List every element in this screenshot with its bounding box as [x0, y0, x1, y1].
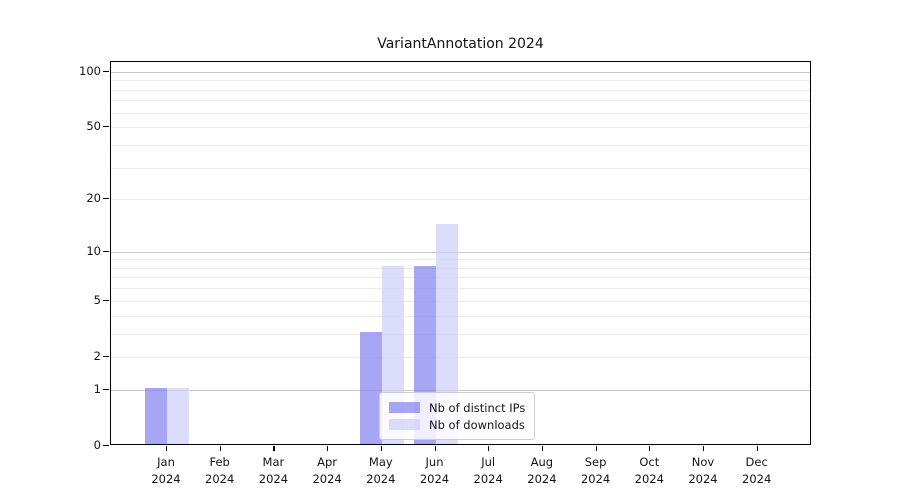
minor-gridline-5 — [111, 300, 810, 302]
major-gridline-10 — [111, 251, 810, 253]
x-tick-dec — [756, 446, 758, 451]
legend-label-distinct-ips: Nb of distinct IPs — [429, 400, 526, 415]
minor-gridline-6 — [111, 288, 810, 290]
y-tick-label-5: 5 — [93, 292, 101, 307]
minor-gridline-80 — [111, 89, 810, 91]
y-tick-20 — [103, 198, 109, 200]
minor-gridline-40 — [111, 144, 810, 146]
y-tick-label-10: 10 — [86, 243, 101, 258]
y-tick-label-1: 1 — [93, 381, 101, 396]
x-tick-label-nov: Nov 2024 — [688, 455, 718, 486]
legend: Nb of distinct IPs Nb of downloads — [379, 392, 536, 440]
minor-gridline-3 — [111, 333, 810, 335]
minor-gridline-50 — [111, 127, 810, 129]
x-tick-label-jul: Jul 2024 — [473, 455, 503, 486]
y-tick-100 — [103, 70, 109, 72]
bar-jan-downloads — [167, 387, 189, 444]
y-tick-label-100: 100 — [79, 63, 101, 78]
minor-gridline-90 — [111, 80, 810, 82]
minor-gridline-4 — [111, 315, 810, 317]
x-tick-label-apr: Apr 2024 — [312, 455, 342, 486]
x-tick-jun — [434, 446, 436, 451]
x-tick-label-dec: Dec 2024 — [742, 455, 772, 486]
x-tick-label-mar: Mar 2024 — [258, 455, 289, 486]
x-tick-mar — [273, 446, 275, 451]
y-tick-label-50: 50 — [86, 119, 101, 134]
minor-gridline-30 — [111, 167, 810, 169]
legend-swatch-downloads — [389, 419, 420, 430]
y-tick-2 — [103, 355, 109, 358]
x-tick-label-jun: Jun 2024 — [419, 455, 450, 486]
y-tick-label-0: 0 — [93, 438, 101, 452]
bar-jan-distinct-ips — [145, 387, 167, 444]
x-tick-label-feb: Feb 2024 — [205, 455, 235, 486]
y-tick-0 — [103, 445, 109, 447]
x-tick-apr — [327, 446, 329, 451]
x-tick-sep — [595, 446, 597, 451]
x-tick-may — [380, 446, 382, 451]
y-tick-10 — [103, 250, 109, 252]
major-gridline-1 — [111, 389, 810, 391]
y-tick-1 — [103, 388, 109, 390]
x-tick-label-oct: Oct 2024 — [634, 455, 664, 486]
bar-may-distinct-ips — [359, 331, 382, 444]
minor-gridline-70 — [111, 100, 810, 102]
x-tick-aug — [541, 446, 544, 451]
x-tick-label-aug: Aug 2024 — [527, 455, 557, 486]
major-gridline-100 — [111, 71, 810, 73]
legend-entry-downloads: Nb of downloads — [389, 416, 525, 433]
x-tick-feb — [219, 446, 221, 451]
x-tick-nov — [703, 446, 705, 451]
y-tick-label-2: 2 — [93, 348, 101, 363]
x-tick-oct — [649, 446, 651, 451]
chart-title: VariantAnnotation 2024 — [377, 36, 544, 52]
legend-swatch-distinct-ips — [389, 402, 420, 413]
minor-gridline-20 — [111, 199, 810, 201]
x-tick-label-sep: Sep 2024 — [580, 455, 611, 486]
y-tick-50 — [103, 126, 109, 128]
x-tick-label-jan: Jan 2024 — [151, 455, 181, 486]
x-tick-jan — [166, 446, 168, 451]
y-tick-5 — [103, 299, 109, 301]
legend-label-downloads: Nb of downloads — [429, 417, 525, 432]
x-tick-jul — [488, 446, 490, 451]
minor-gridline-8 — [111, 267, 810, 269]
bar-jun-downloads — [435, 224, 458, 444]
legend-entry-distinct-ips: Nb of distinct IPs — [389, 399, 525, 416]
y-tick-label-20: 20 — [86, 191, 101, 206]
minor-gridline-60 — [111, 112, 810, 114]
minor-gridline-2 — [111, 356, 810, 358]
minor-gridline-9 — [111, 259, 810, 261]
x-tick-label-may: May 2024 — [366, 455, 396, 486]
minor-gridline-7 — [111, 277, 810, 279]
plot-area: Nb of distinct IPs Nb of downloads — [110, 61, 811, 445]
